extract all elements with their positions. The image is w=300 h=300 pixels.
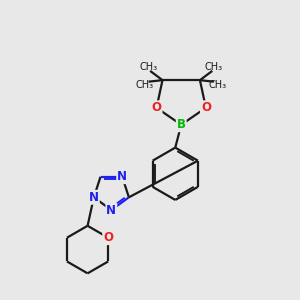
Text: CH₃: CH₃ (208, 80, 226, 90)
Text: O: O (201, 101, 211, 114)
Text: CH₃: CH₃ (136, 80, 154, 90)
Text: O: O (152, 101, 161, 114)
Text: N: N (89, 191, 99, 204)
Text: O: O (103, 231, 113, 244)
Text: N: N (106, 203, 116, 217)
Text: CH₃: CH₃ (205, 62, 223, 72)
Text: N: N (117, 170, 127, 183)
Text: B: B (177, 118, 186, 131)
Text: CH₃: CH₃ (140, 62, 158, 72)
